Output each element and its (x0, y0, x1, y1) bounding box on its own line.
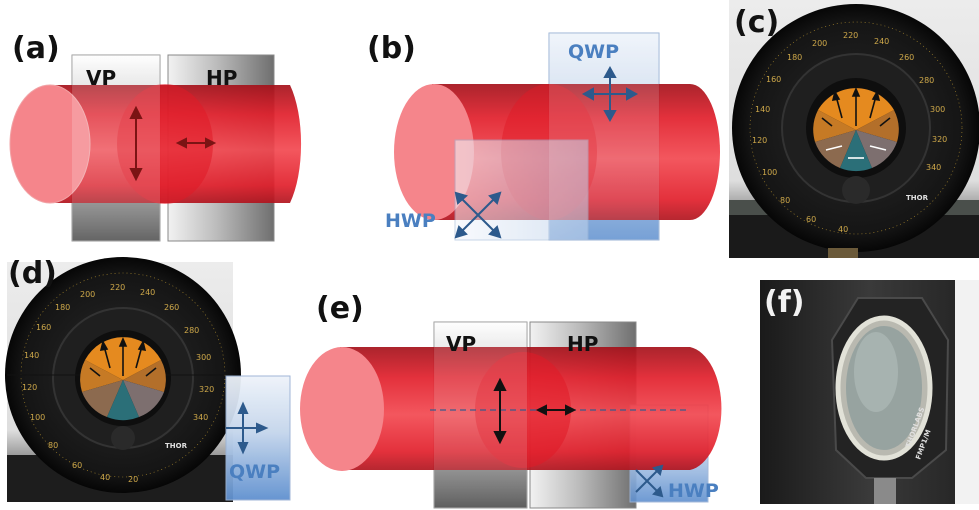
qwp-label: QWP (568, 41, 619, 63)
svg-text:240: 240 (874, 37, 889, 46)
panel-c-label: (c) (734, 5, 779, 40)
hwp-cross-arrow (454, 191, 502, 239)
svg-text:260: 260 (899, 53, 914, 62)
vertical-polarization-arrow (129, 105, 143, 182)
svg-text:200: 200 (812, 39, 827, 48)
hp-label: HP (206, 66, 237, 90)
panel-d-photo: 200 220 240 260 280 300 320 340 180 160 … (5, 256, 291, 502)
panel-b: (b) QWP HWP (367, 31, 720, 241)
svg-text:140: 140 (755, 105, 770, 114)
horizontal-polarization-arrow (535, 404, 577, 416)
dial-brand: THOR (165, 442, 188, 450)
beam-entry-face (394, 84, 474, 220)
svg-text:40: 40 (100, 473, 110, 482)
qwp-label: QWP (229, 461, 280, 483)
svg-text:100: 100 (762, 168, 777, 177)
beam-entry-face (9, 84, 91, 204)
svg-text:220: 220 (843, 31, 858, 40)
svg-text:240: 240 (140, 288, 155, 297)
hwp-cross-arrow (635, 464, 664, 498)
svg-text:60: 60 (72, 461, 82, 470)
svg-text:80: 80 (780, 196, 790, 205)
wheel-arrows (89, 336, 157, 377)
svg-text:20: 20 (128, 475, 138, 484)
panel-a-label: (a) (12, 31, 60, 66)
vertical-polarization-arrow (493, 377, 507, 445)
panel-c-photo: 200 220 240 260 280 300 320 340 180 160 … (729, 0, 979, 258)
svg-text:320: 320 (932, 135, 947, 144)
beam-polarization-slice (117, 84, 213, 204)
svg-text:80: 80 (48, 441, 58, 450)
vp-label: VP (446, 332, 476, 356)
qwp-plate (225, 375, 291, 501)
qwp-cross-arrow (226, 401, 269, 455)
qwp-cross-arrow (581, 65, 639, 123)
svg-text:300: 300 (196, 353, 211, 362)
hwp-label: HWP (385, 210, 436, 232)
panel-e-label: (e) (316, 291, 364, 326)
dial-numbers: 200 220 240 260 280 300 320 340 180 160 … (752, 31, 947, 234)
svg-text:340: 340 (926, 163, 941, 172)
svg-text:340: 340 (193, 413, 208, 422)
svg-text:260: 260 (164, 303, 179, 312)
mount-post (874, 478, 896, 504)
dial-numbers: 200 220 240 260 280 300 320 340 180 160 … (22, 283, 214, 484)
horizontal-polarization-arrow (175, 137, 217, 149)
dial-brand: THOR (906, 194, 929, 202)
svg-text:320: 320 (199, 385, 214, 394)
panel-e: (e) VP HP HWP (300, 291, 722, 509)
vp-label: VP (86, 66, 116, 90)
panel-b-label: (b) (367, 31, 416, 66)
panel-d-label: (d) (8, 256, 57, 291)
panel-a: (a) VP HP (9, 31, 302, 242)
svg-text:120: 120 (752, 136, 767, 145)
svg-text:280: 280 (919, 76, 934, 85)
svg-text:140: 140 (24, 351, 39, 360)
svg-text:220: 220 (110, 283, 125, 292)
svg-text:40: 40 (838, 225, 848, 234)
hwp-plate (454, 139, 589, 241)
svg-text:160: 160 (36, 323, 51, 332)
svg-text:100: 100 (30, 413, 45, 422)
svg-text:180: 180 (55, 303, 70, 312)
svg-text:200: 200 (80, 290, 95, 299)
svg-text:280: 280 (184, 326, 199, 335)
svg-text:60: 60 (806, 215, 816, 224)
svg-text:300: 300 (930, 105, 945, 114)
svg-text:160: 160 (766, 75, 781, 84)
svg-text:120: 120 (22, 383, 37, 392)
panel-f-label: (f) (764, 285, 804, 320)
hp-label: HP (567, 332, 598, 356)
panel-f-photo: THORLABS FMP1/M (f) (760, 280, 979, 504)
beam-entry-face (300, 347, 384, 471)
svg-text:180: 180 (787, 53, 802, 62)
hwp-label: HWP (668, 480, 719, 502)
wheel-arrows (821, 86, 891, 127)
